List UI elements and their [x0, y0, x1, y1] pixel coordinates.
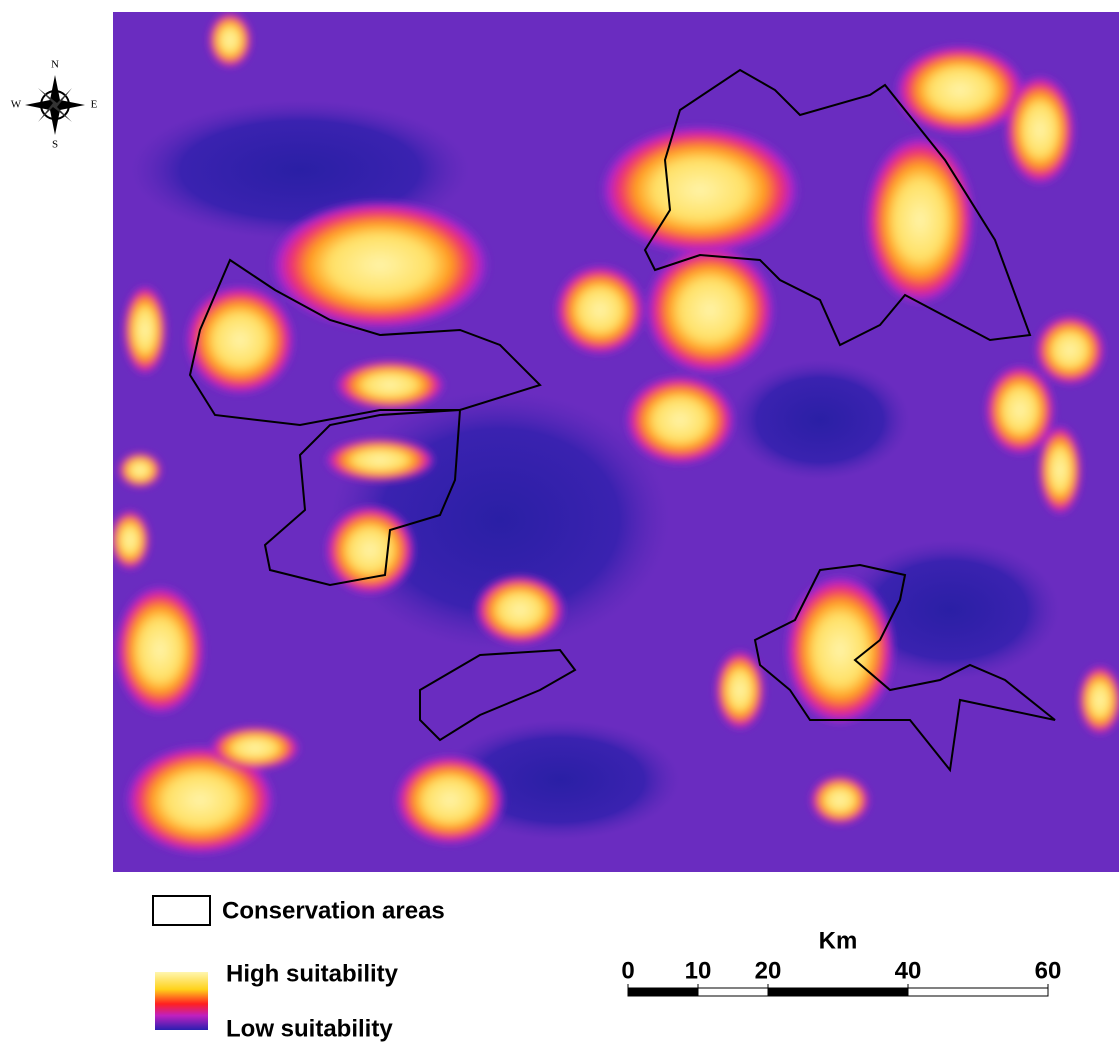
- legend-ramp: [155, 972, 208, 1030]
- scale-segment: [908, 988, 1048, 996]
- legend-low: Low suitability: [226, 1015, 393, 1042]
- legend-high: High suitability: [226, 960, 399, 987]
- scale-tick-label: 60: [1035, 957, 1062, 984]
- page: N S W E Conservation areas High suitabil…: [0, 0, 1119, 1046]
- scale-tick-label: 0: [621, 957, 634, 984]
- legend-conservation: Conservation areas: [222, 897, 445, 924]
- compass-north: N: [51, 59, 59, 71]
- scale-tick-label: 20: [755, 957, 782, 984]
- compass-west: W: [11, 99, 22, 111]
- compass: N S W E: [11, 59, 98, 151]
- legend: Conservation areas High suitability Low …: [153, 896, 445, 1042]
- map-figure: N S W E Conservation areas High suitabil…: [0, 0, 1119, 1046]
- scale-segment: [768, 988, 908, 996]
- compass-east: E: [91, 99, 98, 111]
- legend-conservation-swatch: [153, 896, 210, 925]
- scale-unit: Km: [819, 927, 858, 954]
- compass-south: S: [52, 139, 58, 151]
- scale-tick-label: 40: [895, 957, 922, 984]
- suitability-raster: [110, 12, 1119, 872]
- scale-segment: [698, 988, 768, 996]
- scale-segment: [628, 988, 698, 996]
- scale-tick-label: 10: [685, 957, 712, 984]
- scale-bar: Km 0 10 20 40 60: [621, 927, 1061, 996]
